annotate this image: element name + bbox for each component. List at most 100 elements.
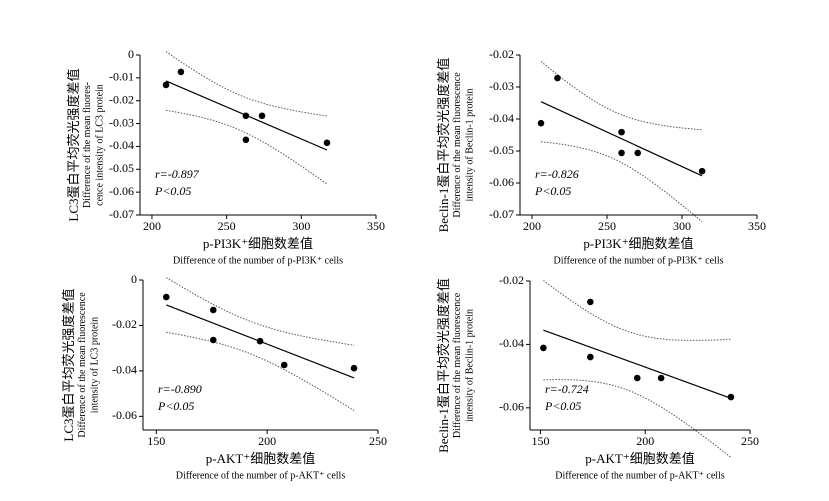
confidence-band [543, 378, 732, 458]
y-axis-label: intensity of Beclin-1 protein [464, 309, 475, 422]
y-axis-label: Beclin-1蛋白平均荧光强度差值 [436, 58, 451, 233]
point [618, 128, 625, 136]
point [587, 298, 594, 306]
point [727, 393, 735, 401]
annotation: P<0.05 [534, 184, 571, 198]
panel: 0 -0.01 -0.02 -0.03 -0.04 -0.05 -0.06 -0.07 200 2… [66, 47, 385, 267]
y-axis-label: intensity of Beclin-1 protein [464, 88, 475, 201]
y-axis-label: Difference of the mean fluorescence [77, 292, 88, 438]
y-tick-label: -0.03 [109, 115, 134, 129]
point [634, 149, 642, 157]
x-axis-label: p-AKT⁺细胞数差值 [206, 451, 315, 466]
x-tick-label: 250 [598, 219, 616, 233]
y-axis-label: LC3蛋白平均荧光强度差值 [66, 68, 81, 221]
point [256, 337, 264, 345]
annotation: P<0.05 [154, 184, 191, 198]
x-tick-label: 250 [741, 434, 759, 448]
point [350, 364, 358, 372]
point [162, 81, 170, 89]
point [698, 167, 706, 175]
y-axis-label: cence intensity of LC3 protein [94, 84, 105, 206]
point [280, 361, 288, 369]
x-tick-label: 200 [258, 434, 276, 448]
x-axis-sublabel: Difference of the number of p-AKT⁺ cells [555, 470, 725, 481]
y-tick-label: -0.06 [112, 408, 137, 422]
x-axis-sublabel: Difference of the number of p-PI3K⁺ cell… [173, 255, 343, 266]
point [618, 149, 625, 157]
x-tick-label: 200 [523, 219, 541, 233]
x-tick-label: 150 [147, 434, 165, 448]
y-tick-label: -0.02 [112, 317, 137, 331]
confidence-band [540, 141, 703, 223]
y-axis-label: Difference of the mean fluorescence [452, 292, 463, 438]
confidence-band [166, 277, 355, 346]
point [540, 344, 547, 352]
x-tick-label: 200 [143, 219, 161, 233]
x-axis-sublabel: Difference of the number of p-AKT⁺ cells [176, 470, 346, 481]
y-tick-label: -0.05 [489, 143, 514, 157]
x-tick-label: 250 [218, 219, 236, 233]
point [177, 68, 185, 76]
x-axis-sublabel: Difference of the number of p-PI3K⁺ cell… [553, 255, 723, 266]
fit-line [543, 329, 732, 399]
point [242, 136, 250, 144]
y-tick-label: -0.04 [109, 138, 134, 152]
x-tick-label: 350 [367, 219, 385, 233]
confidence-band [165, 109, 328, 185]
point [209, 306, 217, 314]
fit-line [540, 101, 703, 177]
x-tick-label: 200 [636, 434, 654, 448]
y-axis-label: Difference of the mean fluorescence [452, 72, 463, 218]
y-tick-label: -0.01 [109, 70, 134, 84]
y-axis-label: Difference of the mean fluores- [82, 82, 93, 208]
x-tick-label: 300 [292, 219, 310, 233]
x-tick-label: 250 [369, 434, 387, 448]
confidence-band [543, 280, 731, 341]
annotation: P<0.05 [544, 399, 581, 413]
point [258, 112, 266, 120]
annotation: P<0.05 [157, 399, 194, 413]
point [209, 336, 217, 344]
annotation: r=-0.897 [155, 167, 200, 181]
y-tick-label: -0.06 [499, 400, 524, 414]
y-tick-label: -0.04 [499, 336, 524, 350]
annotation: r=-0.826 [535, 167, 579, 181]
y-tick-label: -0.02 [499, 273, 524, 287]
point [657, 374, 665, 382]
annotation: r=-0.724 [545, 382, 589, 396]
confidence-band [166, 331, 355, 411]
x-axis-label: p-PI3K⁺细胞数差值 [583, 236, 693, 251]
confidence-band [540, 61, 703, 131]
x-axis-label: p-AKT⁺细胞数差值 [585, 451, 694, 466]
y-tick-label: -0.04 [489, 111, 514, 125]
point [587, 353, 594, 361]
y-tick-label: -0.04 [112, 363, 137, 377]
y-tick-label: -0.06 [489, 175, 514, 189]
x-tick-label: 350 [748, 219, 766, 233]
y-tick-label: -0.02 [109, 92, 134, 106]
point [554, 74, 561, 82]
y-tick-label: -0.07 [109, 207, 134, 221]
y-tick-label: -0.02 [489, 47, 514, 61]
y-tick-label: 0 [128, 47, 134, 61]
panel: 0 -0.02 -0.04 -0.06 150 200 250 r=-0.890 P<0.05 p… [61, 272, 387, 482]
point [537, 119, 545, 127]
y-tick-label: -0.05 [109, 161, 134, 175]
x-tick-label: 150 [531, 434, 549, 448]
point [633, 374, 641, 382]
y-axis-label: Beclin-1蛋白平均荧光强度差值 [436, 278, 451, 453]
y-tick-label: -0.07 [489, 207, 514, 221]
point [162, 293, 170, 301]
y-axis-label: intensity of LC3 protein [89, 317, 100, 413]
panel: -0.02 -0.03 -0.04 -0.05 -0.06 -0.07 200 250 300 3… [436, 47, 766, 267]
x-axis-label: p-PI3K⁺细胞数差值 [203, 236, 313, 251]
y-axis-label: LC3蛋白平均荧光强度差值 [61, 288, 76, 441]
confidence-band [165, 51, 328, 117]
point [323, 139, 331, 147]
x-tick-label: 300 [673, 219, 691, 233]
annotation: r=-0.890 [158, 382, 202, 396]
point [242, 112, 250, 120]
panel: -0.02 -0.04 -0.06 150 200 250 r=-0.724 P<0.05 p-… [436, 273, 759, 482]
y-tick-label: -0.06 [109, 184, 134, 198]
